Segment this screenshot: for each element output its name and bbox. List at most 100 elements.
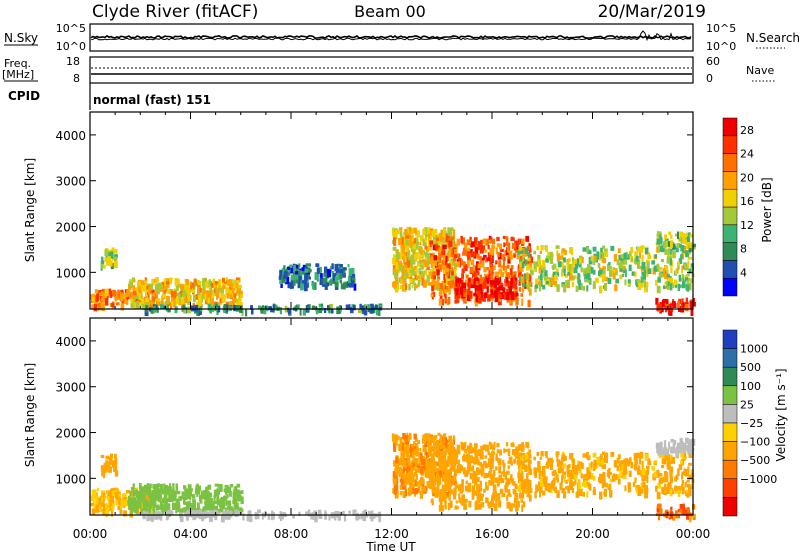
data-cell [424,227,428,233]
data-cell [578,283,581,290]
data-cell [279,269,283,277]
data-cell [399,285,403,290]
data-cell [504,448,508,453]
data-cell [103,264,106,269]
data-cell [448,288,451,295]
velocity-colorbar-tick: 1000 [740,343,768,356]
data-cell [200,490,203,499]
data-cell [394,464,399,470]
data-cell [527,273,532,282]
data-cell [447,502,451,511]
data-cell [431,485,436,492]
data-cell [394,284,399,293]
data-cell [395,477,399,485]
data-cell [665,487,668,491]
data-cell [521,504,524,512]
data-cell [398,238,402,245]
data-cell [328,306,331,313]
data-cell [407,455,410,462]
data-cell [438,298,443,306]
data-cell [469,266,474,274]
data-cell [479,255,482,261]
power-data [90,226,696,317]
data-cell [495,247,498,255]
data-cell [150,307,154,314]
data-cell [235,277,240,282]
data-cell [681,268,683,274]
data-cell [232,299,235,305]
data-cell [499,449,502,456]
data-cell [146,486,150,495]
data-cell [237,497,241,501]
data-cell [130,507,134,514]
data-cell [502,287,506,294]
data-cell [196,301,200,309]
data-cell [579,255,583,260]
data-cell [153,499,157,508]
data-cell [504,472,507,480]
data-cell [409,449,412,457]
data-cell [588,462,593,471]
data-cell [459,485,464,490]
data-cell [169,280,172,285]
data-cell [560,467,564,474]
data-cell [457,449,461,455]
data-cell [175,505,178,514]
data-cell [159,513,163,519]
data-cell [215,509,218,517]
data-cell [130,302,134,308]
data-cell [394,258,399,264]
data-cell [599,491,603,500]
data-cell [487,501,490,506]
data-cell [684,274,688,279]
data-cell [104,298,108,302]
data-cell [585,267,590,275]
data-cell [599,269,603,275]
data-cell [475,277,479,283]
data-cell [183,496,186,505]
data-cell [529,459,532,464]
data-cell [443,274,446,280]
data-cell [394,490,399,499]
data-cell [417,279,421,286]
data-cell [211,501,215,509]
data-cell [618,262,622,269]
data-cell [610,245,615,251]
data-cell [528,454,532,459]
data-cell [593,486,596,492]
data-cell [620,254,625,258]
data-cell [663,285,666,289]
data-cell [320,273,323,281]
data-cell [543,482,547,487]
data-cell [438,252,442,260]
data-cell [152,503,155,511]
data-cell [618,460,623,467]
data-cell [555,453,559,458]
data-cell [346,281,350,287]
data-cell [180,286,183,292]
data-cell [429,240,434,245]
data-cell [209,510,214,517]
data-cell [401,237,404,245]
data-cell [505,488,508,493]
data-cell [119,297,123,302]
data-cell [575,469,579,475]
data-cell [527,490,531,498]
data-cell [617,454,621,460]
data-cell [626,460,630,466]
data-cell [579,461,583,466]
data-cell [212,282,216,288]
data-cell [409,432,412,440]
data-cell [537,255,541,262]
data-cell [233,503,238,512]
data-cell [671,243,676,250]
data-cell [495,466,498,471]
data-cell [477,484,481,491]
data-cell [635,255,639,262]
data-cell [394,271,397,279]
data-cell [470,284,475,289]
data-cell [540,486,543,493]
data-cell [144,484,147,493]
data-cell [680,440,684,447]
